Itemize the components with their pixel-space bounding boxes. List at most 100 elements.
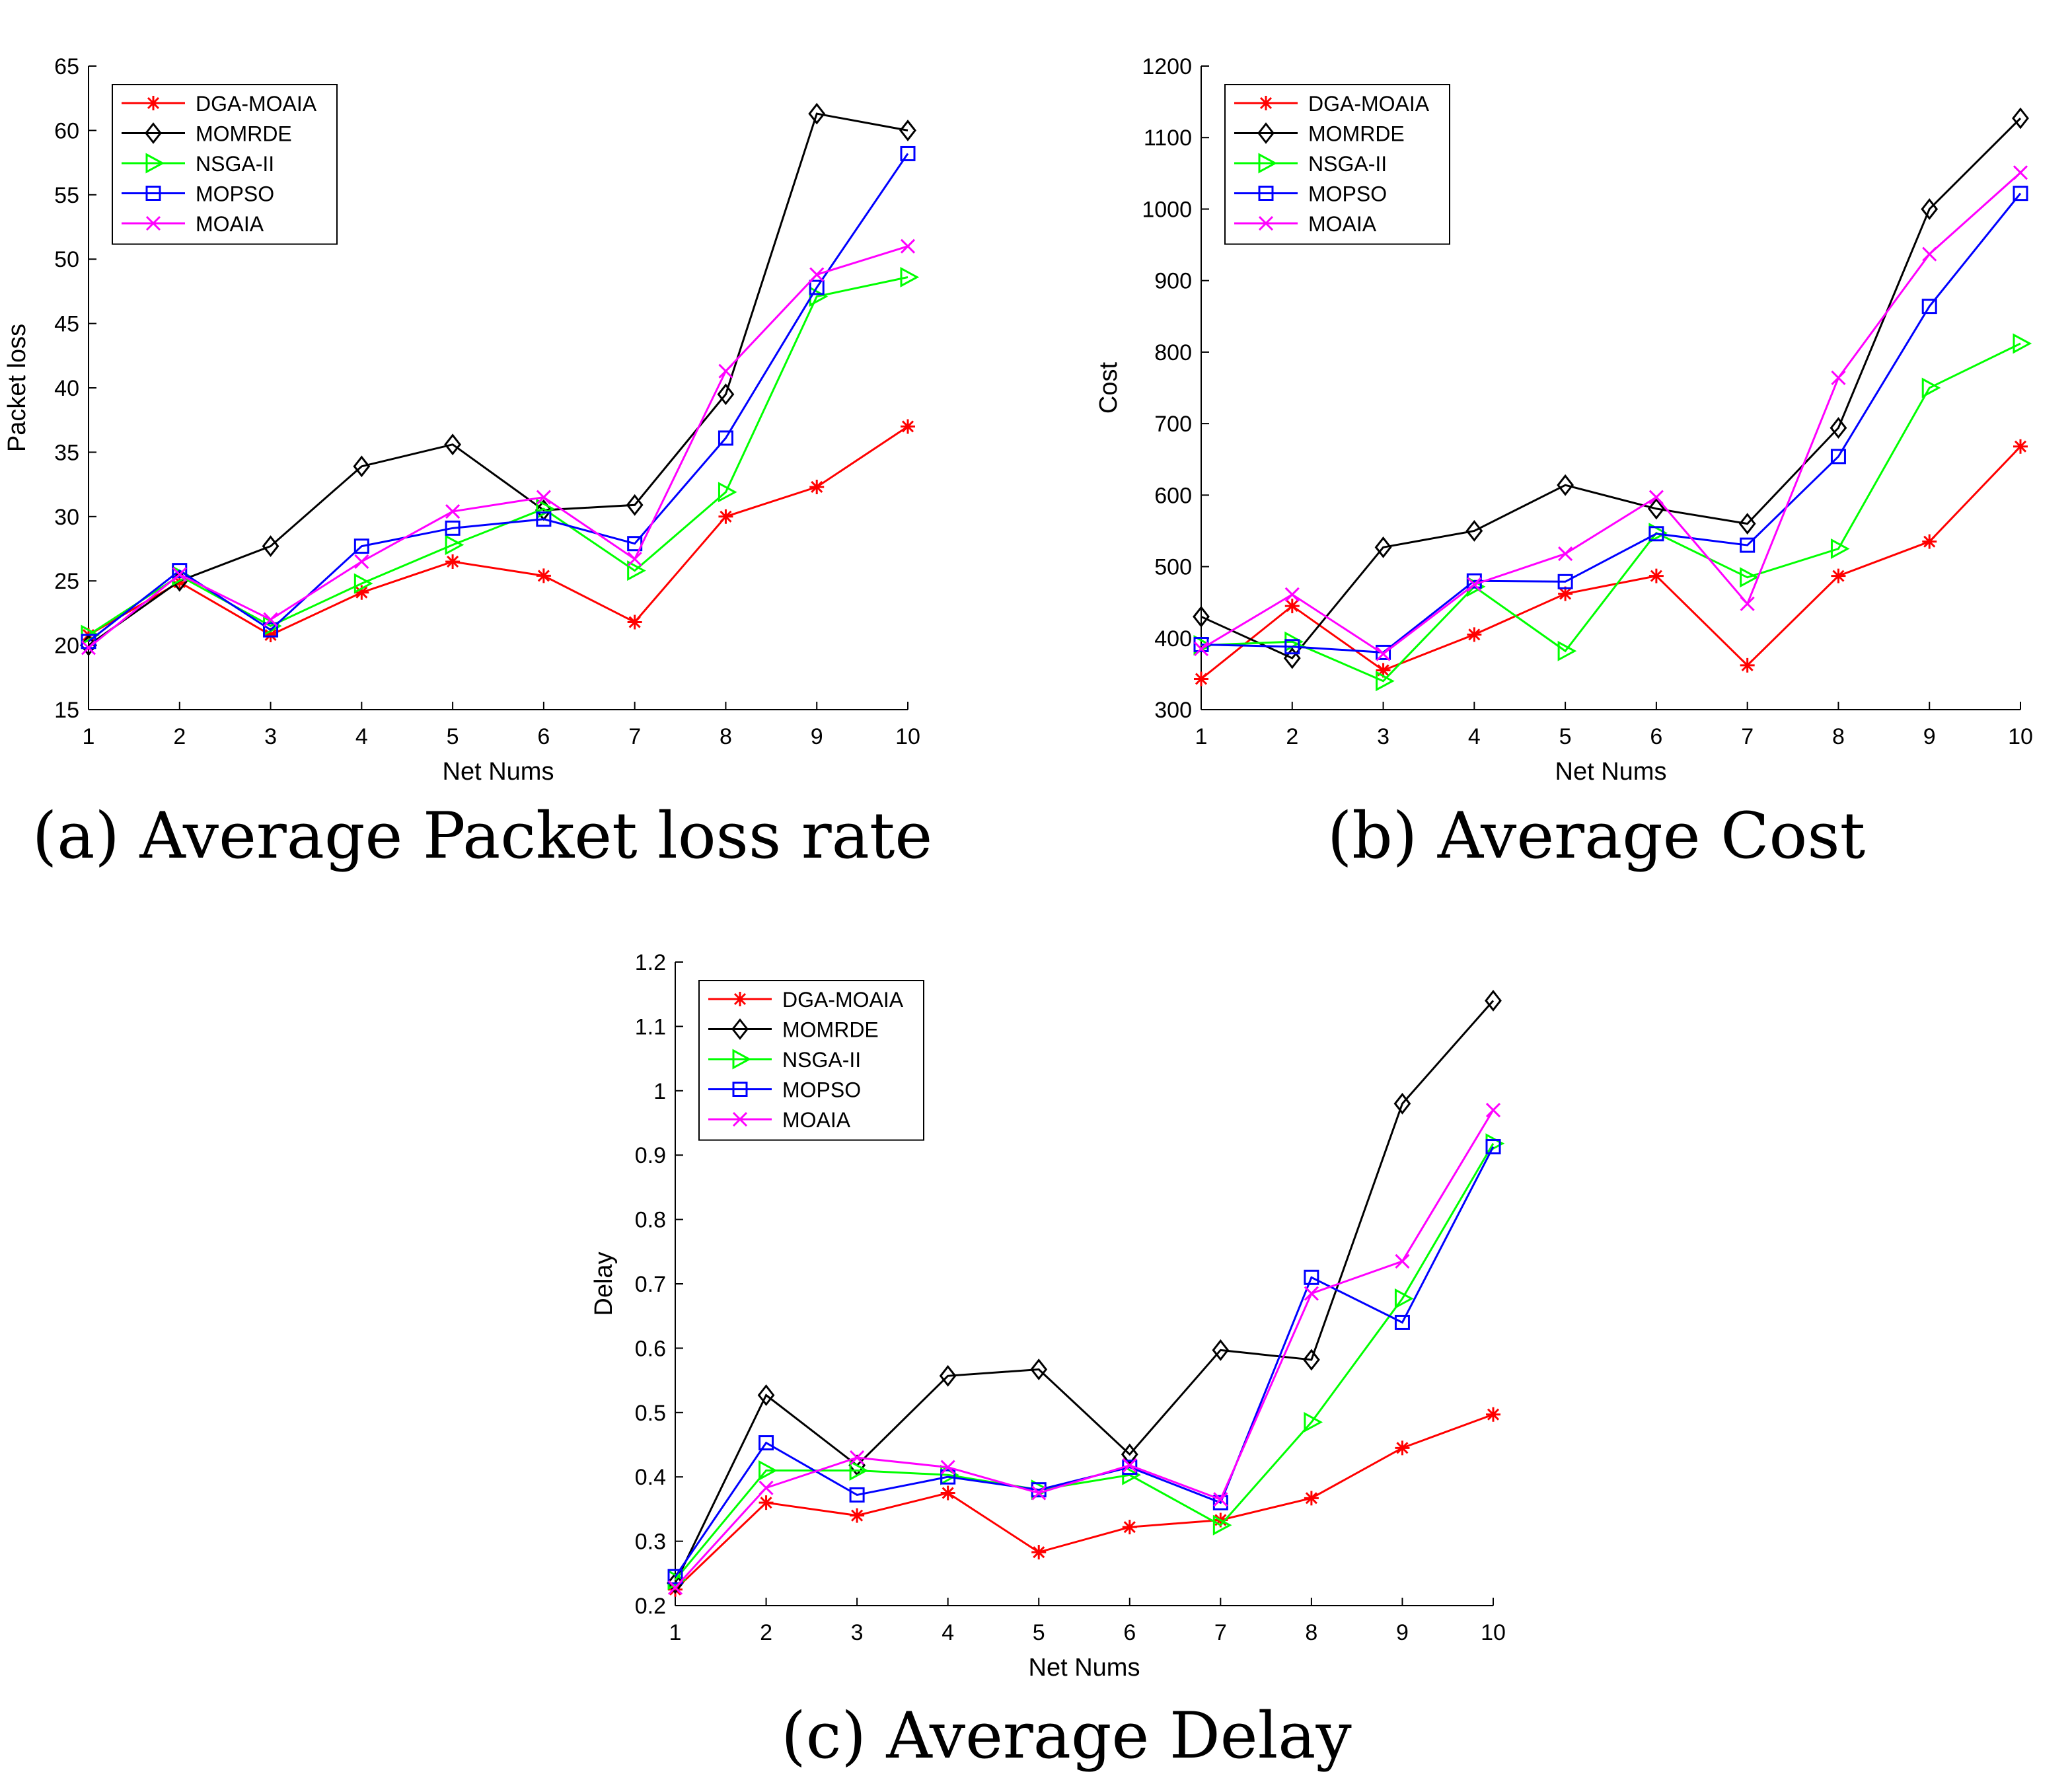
cost-y-tick-label: 1100 <box>1144 126 1192 151</box>
packet-loss-point-nsga-ii <box>353 573 373 594</box>
packet-loss-point-momrde <box>353 455 371 478</box>
delay-point-mopso <box>849 1487 865 1503</box>
cost-point-momrde <box>1738 513 1756 535</box>
cost-point-moaia <box>1648 490 1664 505</box>
delay-legend-marker-dga-moaia <box>733 992 747 1006</box>
packet-loss-y-tick-label: 45 <box>54 312 79 337</box>
cost-point-mopso <box>1466 573 1482 589</box>
delay-x-tick-label: 5 <box>1033 1620 1045 1645</box>
packet-loss-x-tick-label: 1 <box>83 724 95 749</box>
cost-point-mopso <box>1376 644 1391 660</box>
packet-loss-point-mopso <box>172 563 188 579</box>
cost-point-nsga-ii <box>2013 333 2032 354</box>
packet-loss-line-nsga-ii <box>88 276 908 636</box>
delay-line-momrde <box>674 1000 1495 1584</box>
delay-point-momrde <box>1030 1358 1048 1380</box>
packet-loss-x-tick-label: 5 <box>447 724 459 749</box>
cost-legend-marker-momrde <box>1257 122 1275 144</box>
cost-point-moaia <box>1831 370 1846 385</box>
cost-point-dga-moaia <box>1376 663 1391 678</box>
packet-loss-point-nsga-ii <box>445 535 464 556</box>
cost-point-dga-moaia <box>1831 568 1846 583</box>
delay-point-momrde <box>1302 1349 1320 1371</box>
delay-x-tick-label: 10 <box>1481 1620 1506 1645</box>
packet-loss-point-mopso <box>263 622 279 638</box>
packet-loss-point-nsga-ii <box>718 482 737 503</box>
delay-point-mopso <box>940 1469 956 1485</box>
cost-point-momrde <box>1647 498 1665 520</box>
delay-point-moaia <box>1031 1485 1047 1501</box>
packet-loss-point-moaia <box>354 554 369 570</box>
cost-x-axis-label: Net Nums <box>1555 758 1667 786</box>
cost-x-tick-label: 2 <box>1286 724 1298 749</box>
packet-loss-y-tick-label: 50 <box>54 247 79 272</box>
cost-point-moaia <box>1193 641 1209 657</box>
packet-loss-point-moaia <box>445 503 461 519</box>
packet-loss-line-moaia <box>88 245 908 649</box>
cost-x-tick-label: 7 <box>1741 724 1754 749</box>
packet-loss-point-mopso <box>353 539 369 554</box>
packet-loss-point-momrde <box>444 433 462 456</box>
delay-series-nsga-ii <box>667 1133 1505 1590</box>
cost-x-tick-label: 3 <box>1377 724 1389 749</box>
packet-loss-x-tick-label: 4 <box>355 724 368 749</box>
cost-point-momrde <box>1193 605 1210 628</box>
delay-legend-box <box>698 980 924 1141</box>
delay-x-tick-label: 9 <box>1396 1620 1409 1645</box>
packet-loss-legend-label-mopso: MOPSO <box>196 182 274 206</box>
delay-point-moaia <box>667 1580 683 1595</box>
cost-legend-marker-dga-moaia <box>1259 96 1273 110</box>
delay-x-tick-label: 2 <box>760 1620 772 1645</box>
cost-point-moaia <box>2013 165 2028 180</box>
delay-point-mopso <box>667 1569 683 1584</box>
cost-point-dga-moaia <box>1467 627 1482 642</box>
packet-loss-line-dga-moaia <box>88 426 908 636</box>
packet-loss-point-moaia <box>809 267 825 282</box>
delay-point-mopso <box>1394 1314 1410 1330</box>
cost-point-mopso <box>1921 299 1937 315</box>
cost-y-axis-label: Cost <box>1095 361 1123 414</box>
delay-y-axis-label: Delay <box>590 1251 618 1316</box>
delay-point-dga-moaia <box>940 1485 955 1501</box>
packet-loss-point-mopso <box>809 279 825 295</box>
cost-x-tick-label: 8 <box>1832 724 1845 749</box>
cost-x-tick-label: 1 <box>1195 724 1208 749</box>
delay-legend-label-mopso: MOPSO <box>782 1078 861 1102</box>
cost-point-moaia <box>1922 246 1937 262</box>
chart-cost: 1 2 3 4 5 6 7 8 9 10 300 400 500 600 700 800 900 1000 1100… <box>1095 54 2033 786</box>
cost-y-tick-label: 600 <box>1154 483 1192 508</box>
packet-loss-y-tick-label: 60 <box>54 118 79 143</box>
cost-y-tick-label: 700 <box>1154 412 1192 437</box>
delay-point-momrde <box>939 1364 957 1387</box>
packet-loss-point-dga-moaia <box>901 419 915 434</box>
delay-point-mopso <box>1212 1495 1228 1510</box>
packet-loss-y-tick-label: 35 <box>54 440 79 465</box>
cost-x-tick-label: 9 <box>1923 724 1936 749</box>
packet-loss-y-axis-label: Packet loss <box>3 324 31 452</box>
cost-point-momrde <box>1921 198 1939 220</box>
delay-point-mopso <box>758 1435 774 1451</box>
delay-point-moaia <box>1304 1286 1319 1301</box>
packet-loss-x-tick-label: 9 <box>811 724 823 749</box>
delay-y-tick-label: 1.1 <box>635 1014 666 1039</box>
cost-x-tick-label: 6 <box>1650 724 1662 749</box>
delay-point-dga-moaia <box>1486 1407 1500 1422</box>
delay-point-momrde <box>667 1572 684 1594</box>
delay-point-dga-moaia <box>1395 1440 1410 1456</box>
delay-point-mopso <box>1304 1269 1319 1285</box>
cost-series-momrde <box>1193 107 2029 669</box>
delay-line-moaia <box>674 1109 1495 1588</box>
delay-point-nsga-ii <box>758 1460 778 1481</box>
delay-point-nsga-ii <box>1122 1464 1141 1485</box>
delay-series-mopso <box>667 1139 1501 1584</box>
delay-point-nsga-ii <box>1394 1288 1414 1309</box>
packet-loss-point-mopso <box>536 511 552 527</box>
cost-line-mopso <box>1201 192 2022 653</box>
chart-delay: 1 2 3 4 5 6 7 8 9 10 0.2 0.3 0.4 0.5 0.6 0.7 0.8 0.9 1 1.1 1… <box>590 950 1506 1682</box>
packet-loss-point-dga-moaia <box>627 614 642 630</box>
packet-loss-point-dga-moaia <box>172 575 187 590</box>
cost-legend-label-moaia: MOAIA <box>1308 212 1377 236</box>
cost-point-dga-moaia <box>1558 586 1573 601</box>
packet-loss-point-moaia <box>718 363 733 379</box>
